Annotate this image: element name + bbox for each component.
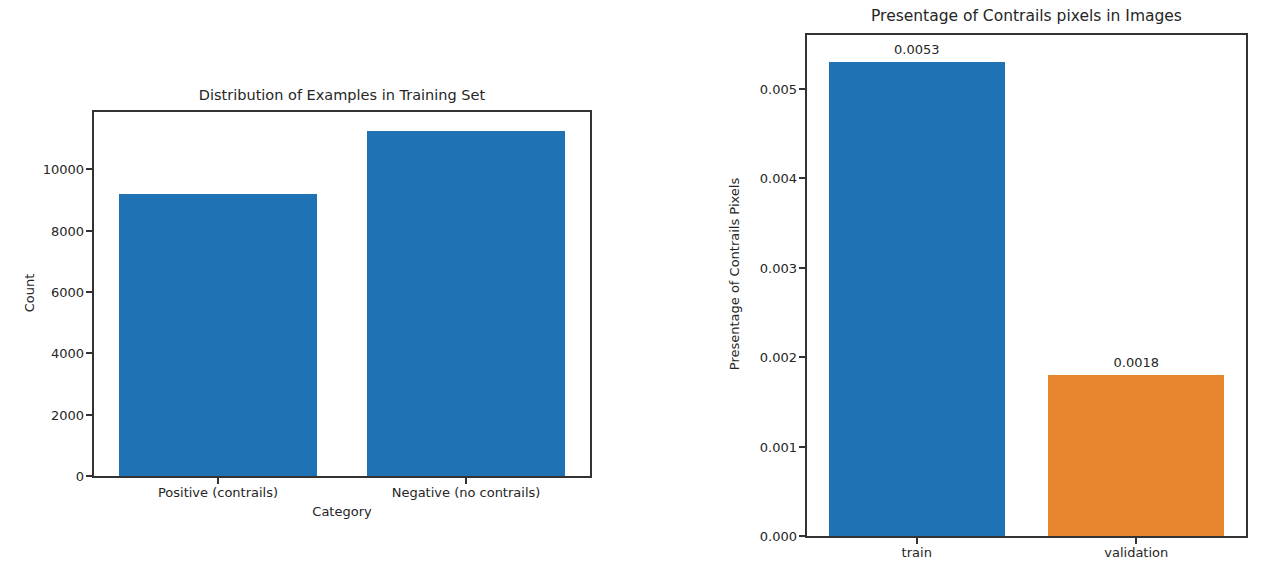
y-tick-label: 4000 (51, 346, 84, 361)
y-tick-mark (799, 446, 805, 448)
y-axis-label: Presentage of Contrails Pixels (727, 178, 742, 370)
bar-validation (1048, 375, 1224, 536)
y-tick-mark (86, 352, 92, 354)
y-tick-mark (799, 88, 805, 90)
y-tick-mark (86, 475, 92, 477)
y-tick-mark (799, 267, 805, 269)
bar-value-label: 0.0018 (1114, 355, 1160, 370)
x-tick-mark (465, 478, 467, 484)
y-tick-mark (86, 414, 92, 416)
y-tick-label: 0.005 (760, 81, 797, 96)
x-tick-label: train (902, 545, 932, 560)
x-tick-mark (916, 538, 918, 544)
y-tick-mark (799, 535, 805, 537)
x-tick-mark (1135, 538, 1137, 544)
y-tick-mark (799, 356, 805, 358)
y-tick-label: 0.000 (760, 529, 797, 544)
y-tick-label: 6000 (51, 285, 84, 300)
y-tick-label: 0.001 (760, 439, 797, 454)
y-tick-label: 2000 (51, 407, 84, 422)
plot-area: Positive (contrails)Negative (no contrai… (92, 110, 592, 478)
x-tick-label: Positive (contrails) (158, 485, 278, 500)
bar-negative-no-contrails (367, 131, 565, 476)
y-tick-label: 8000 (51, 223, 84, 238)
bar-value-label: 0.0053 (894, 42, 940, 57)
bar-positive-contrails (119, 194, 317, 476)
x-tick-mark (217, 478, 219, 484)
bar-train (829, 62, 1005, 536)
notebook-output-canvas: Distribution of Examples in Training Set… (0, 0, 1269, 573)
chart-title: Presentage of Contrails pixels in Images (805, 7, 1248, 25)
plot-area: 0.0053train0.0018validation0.0000.0010.0… (805, 33, 1248, 538)
x-tick-label: Negative (no contrails) (392, 485, 541, 500)
x-tick-label: validation (1104, 545, 1168, 560)
y-tick-mark (86, 291, 92, 293)
y-tick-mark (799, 177, 805, 179)
y-tick-label: 0.003 (760, 260, 797, 275)
chart-title: Distribution of Examples in Training Set (92, 87, 592, 103)
y-tick-label: 0 (76, 469, 84, 484)
y-tick-mark (86, 230, 92, 232)
x-axis-label: Category (312, 504, 371, 519)
y-tick-label: 10000 (43, 162, 84, 177)
y-tick-label: 0.004 (760, 171, 797, 186)
y-tick-label: 0.002 (760, 350, 797, 365)
y-axis-label: Count (22, 274, 37, 313)
y-tick-mark (86, 168, 92, 170)
